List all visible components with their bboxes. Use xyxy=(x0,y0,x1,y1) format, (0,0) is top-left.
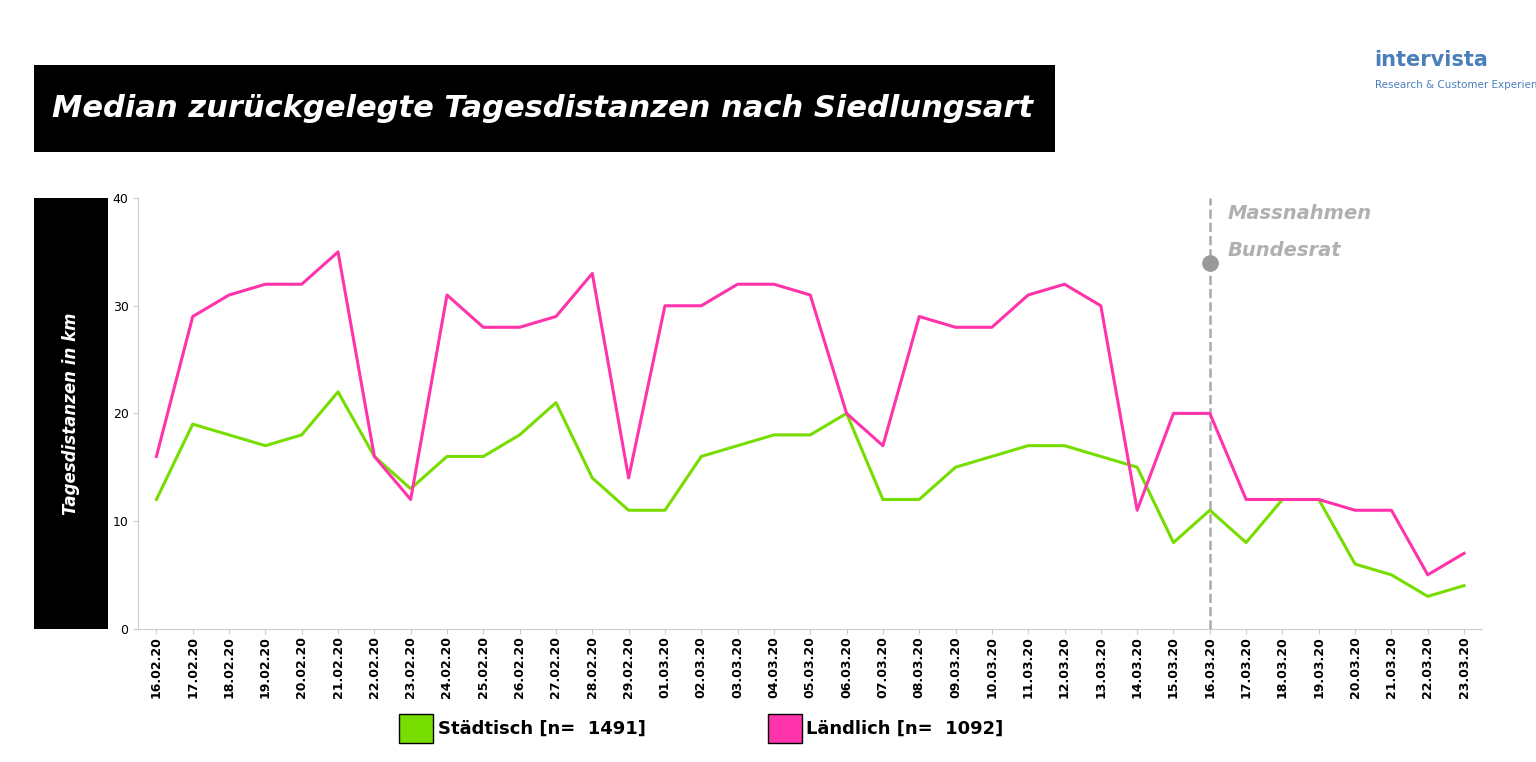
Text: Median zurückgelegte Tagesdistanzen nach Siedlungsart: Median zurückgelegte Tagesdistanzen nach… xyxy=(52,94,1034,123)
Text: Massnahmen: Massnahmen xyxy=(1227,203,1372,223)
Text: Tagesdistanzen in km: Tagesdistanzen in km xyxy=(61,312,80,514)
Text: intervista: intervista xyxy=(1375,50,1488,69)
Text: Bundesrat: Bundesrat xyxy=(1227,241,1341,260)
Text: Ländlich [n=  1092]: Ländlich [n= 1092] xyxy=(806,719,1003,738)
Text: Städtisch [n=  1491]: Städtisch [n= 1491] xyxy=(438,719,645,738)
Text: Research & Customer Experience: Research & Customer Experience xyxy=(1375,80,1536,90)
